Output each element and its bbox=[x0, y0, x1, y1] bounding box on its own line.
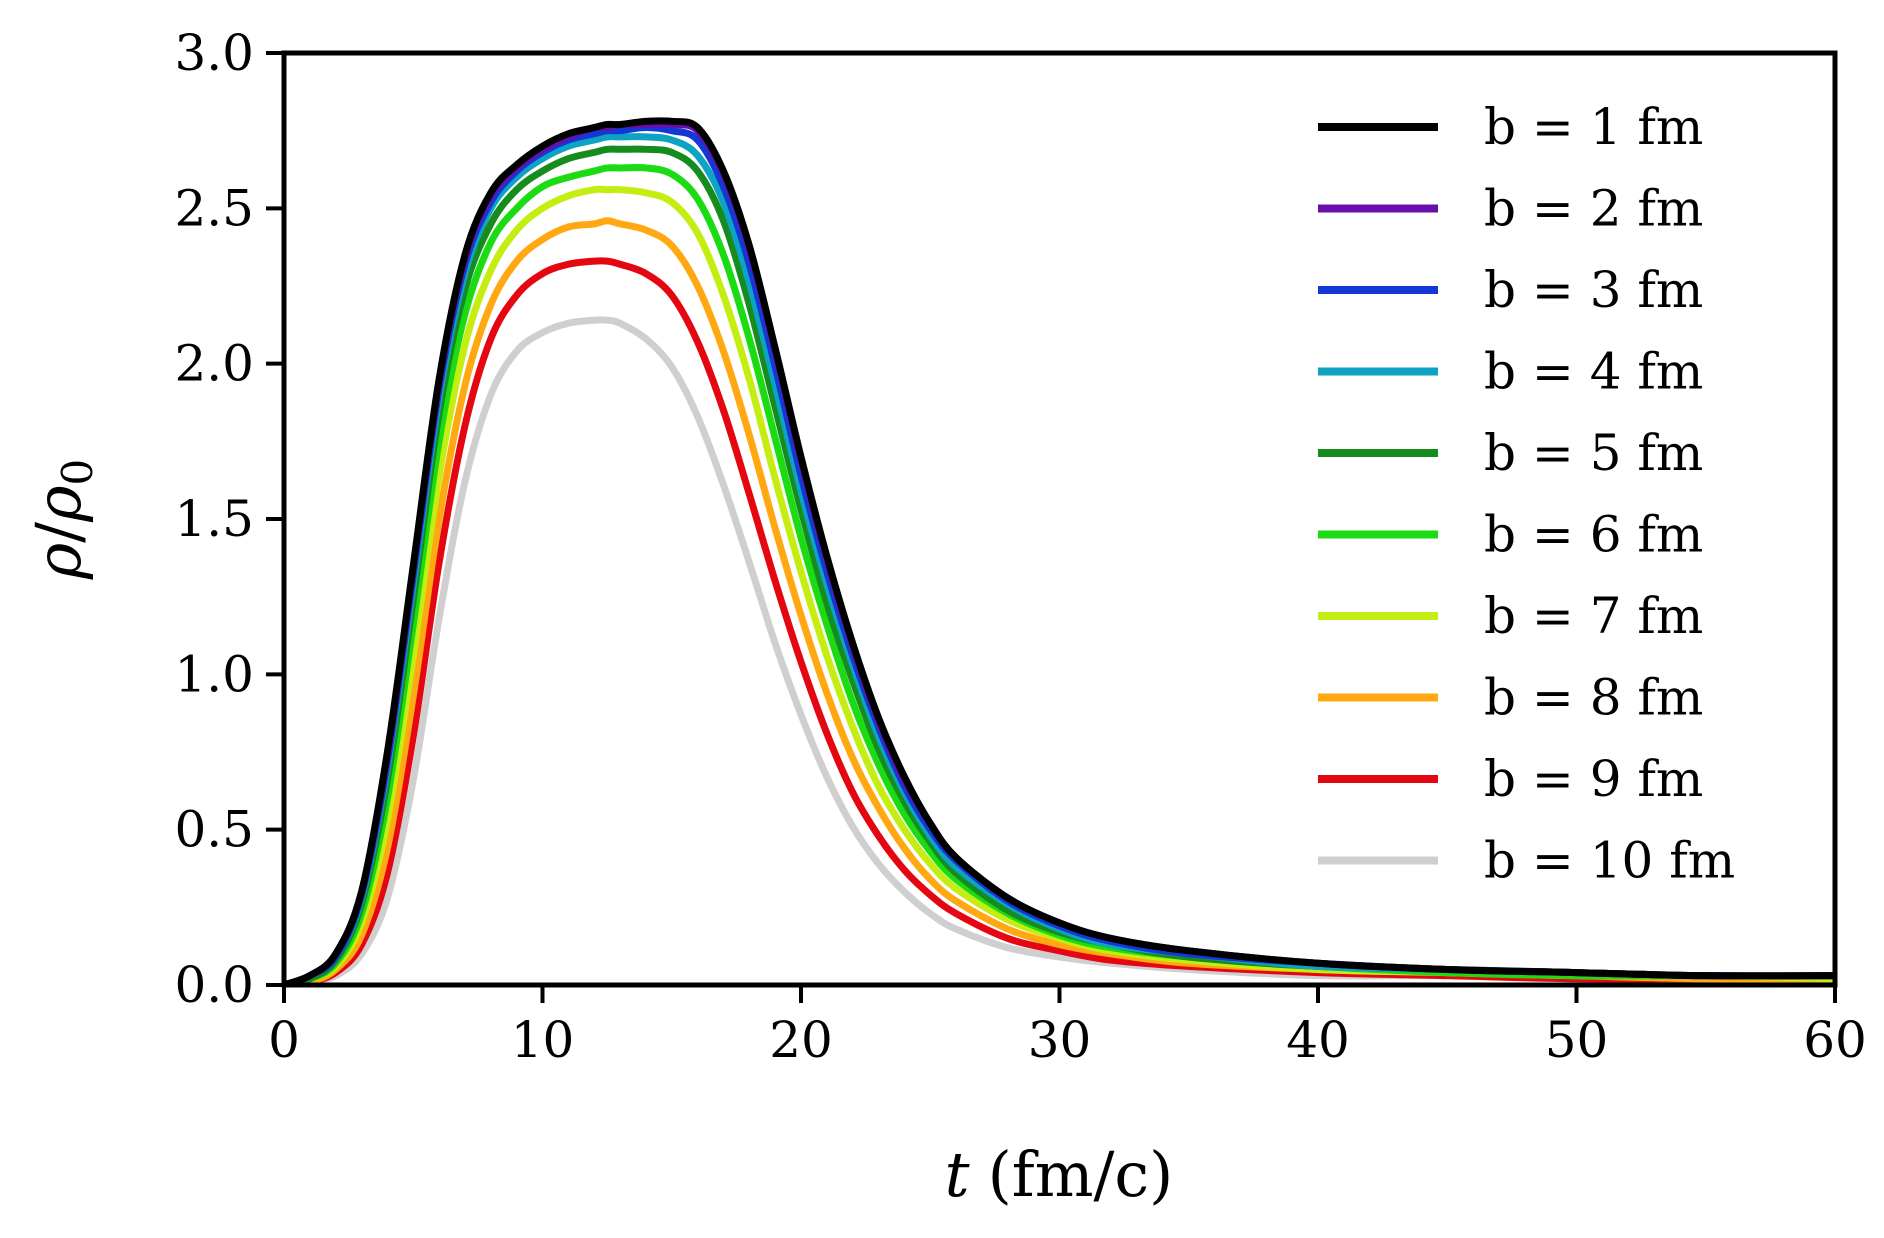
x-axis-title: t (fm/c) bbox=[945, 1138, 1174, 1211]
x-tick-label: 0 bbox=[268, 1011, 300, 1069]
y-tick-label: 3.0 bbox=[174, 24, 254, 82]
legend-label: b = 10 fm bbox=[1484, 832, 1735, 890]
series-lines bbox=[284, 117, 1835, 985]
y-axis-sub: 0 bbox=[53, 459, 102, 486]
y-axis-slash: / bbox=[22, 522, 95, 543]
x-tick-label: 40 bbox=[1286, 1011, 1350, 1069]
x-tick-labels: 0 10 20 30 40 50 60 bbox=[268, 1011, 1867, 1069]
x-axis-unit: (fm/c) bbox=[988, 1138, 1174, 1211]
legend-label: b = 8 fm bbox=[1484, 669, 1703, 727]
x-tick-label: 60 bbox=[1803, 1011, 1867, 1069]
x-tick-label: 50 bbox=[1545, 1011, 1609, 1069]
y-tick-label: 2.5 bbox=[174, 179, 254, 237]
x-tick-label: 20 bbox=[769, 1011, 833, 1069]
y-axis-title: ρ/ρ0 bbox=[22, 459, 102, 581]
series-line-1 bbox=[284, 117, 1835, 985]
legend-label: b = 2 fm bbox=[1484, 180, 1703, 238]
y-tick-label: 0.0 bbox=[174, 956, 254, 1014]
legend-label: b = 6 fm bbox=[1484, 506, 1703, 564]
axis-ticks bbox=[266, 51, 1837, 1003]
legend-label: b = 7 fm bbox=[1484, 587, 1703, 645]
legend-label: b = 1 fm bbox=[1484, 98, 1703, 156]
legend-label: b = 5 fm bbox=[1484, 424, 1703, 482]
legend-label: b = 4 fm bbox=[1484, 343, 1703, 401]
y-axis-den: ρ bbox=[22, 485, 95, 522]
legend-label: b = 9 fm bbox=[1484, 750, 1703, 808]
x-axis-var: t bbox=[945, 1138, 970, 1211]
y-tick-label: 0.5 bbox=[174, 801, 254, 859]
legend: b = 1 fm b = 2 fm b = 3 fm b = 4 fm b = 5 fm… bbox=[1318, 98, 1735, 890]
x-tick-label: 10 bbox=[511, 1011, 575, 1069]
legend-label: b = 3 fm bbox=[1484, 261, 1703, 319]
y-axis-num: ρ bbox=[22, 543, 95, 580]
y-tick-labels: 0.0 0.5 1.0 1.5 2.0 2.5 3.0 bbox=[174, 24, 254, 1014]
y-tick-label: 1.5 bbox=[174, 490, 254, 548]
y-tick-label: 1.0 bbox=[174, 645, 254, 703]
y-tick-label: 2.0 bbox=[174, 335, 254, 393]
plot-frame bbox=[281, 50, 1838, 988]
x-tick-label: 30 bbox=[1028, 1011, 1092, 1069]
